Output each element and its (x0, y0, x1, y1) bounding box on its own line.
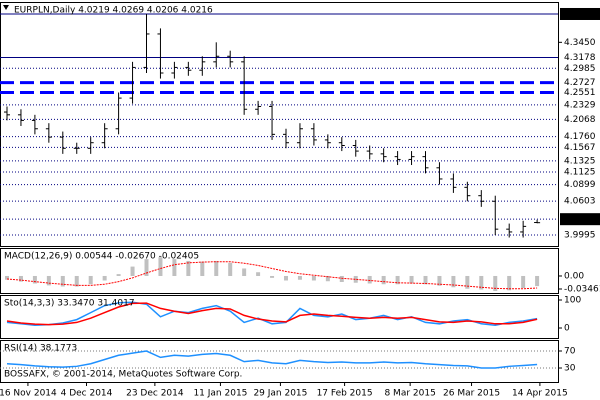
macd-bar (102, 275, 107, 281)
level-label: 4.2727 (564, 78, 596, 88)
level-label: 4.0279 (564, 215, 596, 225)
signal-line (6, 261, 538, 290)
macd-bar (465, 275, 470, 289)
macd-bar (186, 260, 191, 276)
macd-bar (367, 275, 372, 284)
level-label: 4.2329 (564, 100, 596, 110)
panel-frame (0, 248, 559, 294)
y-tick-label: 4.3450 (564, 38, 596, 48)
panel-title: Sto(14,3,3) 33.3470 31.4017 (4, 299, 135, 309)
macd-bar (521, 275, 526, 289)
macd-bar (60, 275, 65, 287)
macd-bar (74, 275, 79, 287)
macd-bar (451, 275, 456, 288)
x-tick-label: 17 Feb 2015 (317, 389, 373, 399)
macd-bar (297, 275, 302, 280)
panel-title: MACD(12,26,9) 0.00544 -0.02670 -0.02405 (4, 252, 199, 262)
macd-bar (130, 266, 135, 276)
level-label: 4.1567 (564, 143, 596, 153)
x-tick-label: 11 Jan 2015 (193, 389, 247, 399)
macd-bar (479, 275, 484, 290)
macd-bar (353, 275, 358, 283)
level-label: 4.1325 (564, 156, 596, 166)
menu-arrow (3, 5, 9, 10)
x-tick-label: 26 Mar 2015 (443, 389, 500, 399)
panel-frame (0, 295, 559, 339)
level-label: 4.2985 (564, 64, 596, 74)
x-tick-label: 16 Nov 2014 (0, 389, 57, 399)
x-tick-label: 29 Jan 2015 (253, 389, 307, 399)
macd-bar (325, 275, 330, 282)
macd-bar (214, 260, 219, 276)
y-tick-label: 0 (564, 324, 570, 334)
macd-bar (270, 275, 275, 278)
level-label: 4.0899 (564, 180, 596, 190)
macd-bar (311, 275, 316, 281)
macd-bar (493, 275, 498, 292)
macd-bar (116, 274, 121, 276)
level-label: 4.1125 (564, 167, 596, 177)
panel-frame (0, 2, 559, 247)
y-tick-label: 30 (564, 364, 576, 374)
panel-frame (0, 340, 559, 383)
macd-bar (18, 275, 23, 282)
macd-bar (535, 275, 540, 287)
y-tick-label: -0.03461 (564, 284, 600, 294)
y-tick-label: 100 (564, 296, 581, 306)
annotation: BOSSAFX, © 2001-2014, MetaQuotes Softwar… (4, 370, 242, 380)
macd-bar (381, 275, 386, 285)
macd-bar (395, 275, 400, 285)
level-label: 4.0603 (564, 197, 596, 207)
level-label: 4.2551 (564, 88, 596, 98)
macd-bar (172, 259, 177, 276)
level-label: 4.3178 (564, 53, 596, 63)
level-label: 4.1760 (564, 132, 596, 142)
x-tick-label: 4 Dec 2014 (61, 389, 113, 399)
macd-bar (339, 275, 344, 282)
macd-bar (32, 275, 37, 284)
indicator-line (6, 350, 538, 369)
panel-title: EURPLN,Daily 4.0219 4.0269 4.0206 4.0216 (14, 6, 213, 16)
y-tick-label: 0.00 (564, 271, 584, 281)
macd-bar (437, 275, 442, 286)
macd-bar (88, 275, 93, 285)
macd-bar (144, 259, 149, 276)
level-label: 4.2068 (564, 115, 596, 125)
macd-bar (409, 275, 414, 284)
y-tick-label: 70 (564, 347, 576, 357)
macd-bar (5, 275, 9, 280)
macd-bar (242, 268, 247, 276)
macd-bar (158, 257, 163, 276)
x-tick-label: 23 Dec 2014 (126, 389, 184, 399)
level-label-box (560, 7, 600, 20)
macd-bar (256, 272, 261, 276)
macd-bar (423, 275, 428, 285)
panel-title: RSI(14) 38.1773 (4, 344, 77, 354)
x-tick-label: 14 Apr 2015 (512, 389, 568, 399)
macd-bar (200, 261, 205, 276)
macd-bar (46, 275, 51, 286)
macd-bar (228, 262, 233, 276)
level-label-box (560, 213, 600, 226)
x-tick-label: 8 Mar 2015 (384, 389, 435, 399)
level-label: 3.9995 (564, 231, 596, 241)
indicator-line (6, 302, 538, 326)
macd-bar (507, 275, 512, 291)
level-label: 4.3958 (564, 9, 596, 19)
macd-bar (284, 275, 288, 281)
